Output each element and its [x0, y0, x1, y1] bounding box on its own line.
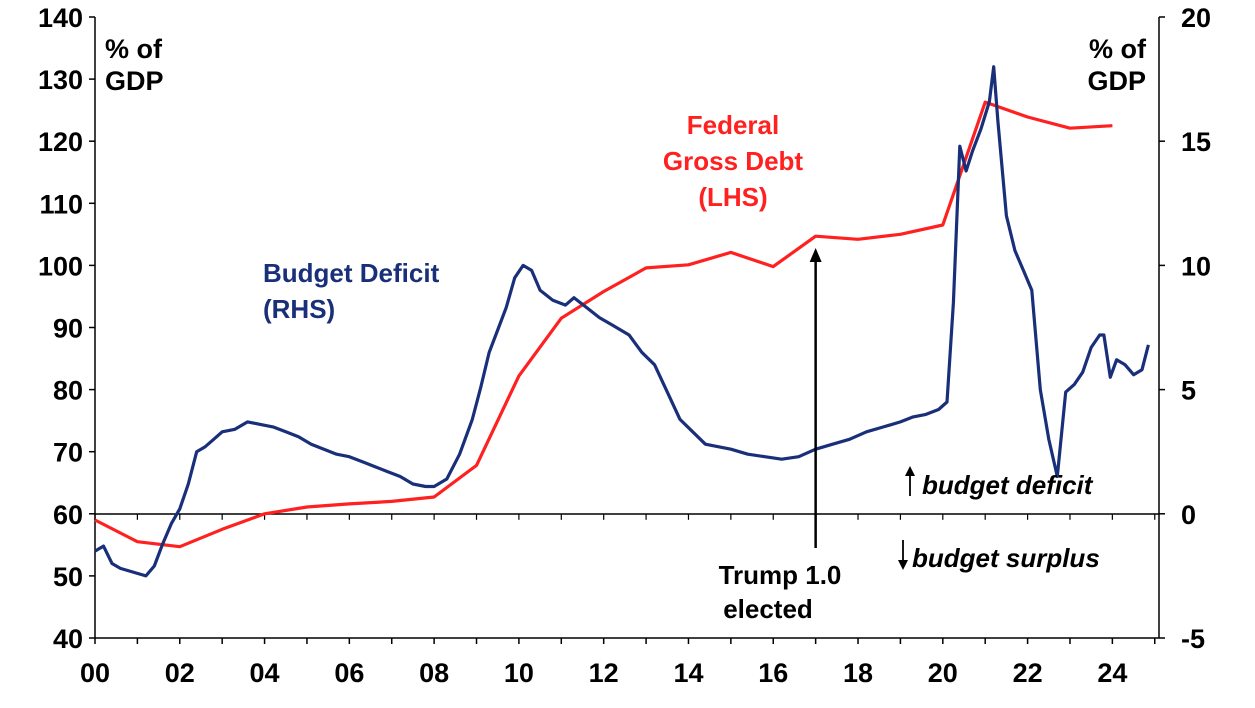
- tick-marks: [89, 16, 1165, 644]
- deficit-label-line2: (RHS): [263, 294, 335, 324]
- x-axis-tick-label: 24: [1097, 658, 1127, 688]
- x-axis-tick-label: 10: [504, 658, 534, 688]
- left-axis-tick-label: 100: [38, 251, 83, 281]
- left-axis-tick-label: 50: [53, 562, 83, 592]
- right-axis-tick-label: 20: [1181, 3, 1211, 33]
- left-axis-unit-line2: GDP: [105, 66, 164, 96]
- series-line-federal-gross-debt: [94, 100, 1113, 549]
- left-axis-tick-label: 80: [53, 376, 83, 406]
- left-axis-tick-label: 60: [53, 500, 83, 530]
- left-axis-tick-label: 120: [38, 127, 83, 157]
- right-axis-unit-line1: % of: [1089, 34, 1147, 64]
- right-axis-tick-label: 15: [1181, 127, 1211, 157]
- left-axis-tick-label: 140: [38, 3, 83, 33]
- right-axis-tick-label: 5: [1181, 376, 1196, 406]
- debt-label-line1: Federal: [687, 110, 780, 140]
- budget-deficit-note: budget deficit: [922, 470, 1094, 500]
- event-label-line1: Trump 1.0: [719, 560, 842, 590]
- left-axis-tick-label: 70: [53, 438, 83, 468]
- right-axis-unit-line2: GDP: [1087, 66, 1146, 96]
- left-axis-unit-line1: % of: [105, 34, 163, 64]
- series-line-budget-deficit: [94, 65, 1150, 578]
- x-axis-tick-label: 06: [334, 658, 364, 688]
- x-axis-tick-label: 22: [1013, 658, 1043, 688]
- tick-labels: 40 50 60 70 80 90 100 110 120 130 140 -5 0 5 10 15 20 00 0…: [38, 3, 1211, 688]
- up-arrow-icon: [905, 466, 915, 496]
- event-label-line2: elected: [723, 594, 813, 624]
- right-axis-tick-label: 0: [1181, 500, 1196, 530]
- debt-label-line3: (LHS): [698, 182, 767, 212]
- debt-label-line2: Gross Debt: [663, 146, 803, 176]
- x-axis-tick-label: 14: [673, 658, 703, 688]
- x-axis-tick-label: 20: [928, 658, 958, 688]
- right-axis-tick-label: 10: [1181, 251, 1211, 281]
- x-axis-tick-label: 16: [758, 658, 788, 688]
- deficit-label-line1: Budget Deficit: [263, 258, 440, 288]
- down-arrow-icon: [898, 540, 908, 570]
- left-axis-tick-label: 130: [38, 65, 83, 95]
- x-axis-tick-label: 18: [843, 658, 873, 688]
- x-axis-tick-label: 02: [165, 658, 195, 688]
- x-axis-tick-label: 08: [419, 658, 449, 688]
- event-arrowhead: [809, 248, 822, 262]
- x-axis-tick-label: 00: [80, 658, 110, 688]
- x-axis-tick-label: 12: [589, 658, 619, 688]
- left-axis-tick-label: 90: [53, 314, 83, 344]
- left-axis-tick-label: 110: [39, 189, 83, 219]
- right-axis-tick-label: -5: [1181, 624, 1205, 654]
- x-axis-tick-label: 04: [250, 658, 280, 688]
- left-axis-tick-label: 40: [53, 624, 83, 654]
- budget-surplus-note: budget surplus: [912, 543, 1100, 573]
